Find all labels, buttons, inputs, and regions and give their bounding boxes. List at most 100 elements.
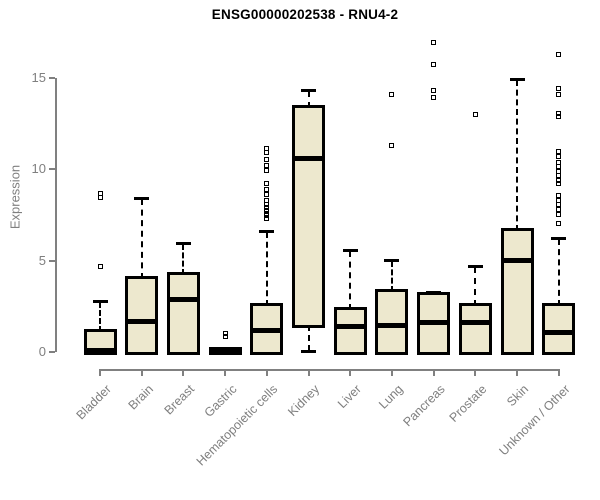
median-gastric xyxy=(211,348,239,354)
x-label-bladder: Bladder xyxy=(73,382,114,423)
outlier-unknown-other-16 xyxy=(556,91,562,97)
whisker-upper-liver xyxy=(349,250,352,310)
x-label-breast: Breast xyxy=(161,382,198,418)
outlier-gastric-1 xyxy=(222,331,228,337)
x-tick-breast xyxy=(182,369,185,376)
outlier-gastric-0 xyxy=(222,333,228,339)
whisker-upper-breast xyxy=(182,244,185,276)
x-label-liver: Liver xyxy=(335,382,365,412)
outlier-unknown-other-9 xyxy=(556,168,562,174)
outlier-lung-1 xyxy=(389,91,395,97)
outlier-hematopoietic-cells-11 xyxy=(264,163,270,169)
x-tick-liver xyxy=(349,369,352,376)
whisker-cap-upper-lung xyxy=(384,258,400,262)
x-axis-line xyxy=(99,369,560,371)
y-tick-label-15: 15 xyxy=(31,70,46,85)
outlier-bladder-0 xyxy=(97,263,103,269)
x-label-pancreas: Pancreas xyxy=(400,382,448,430)
whisker-cap-upper-unknown-other xyxy=(551,236,567,240)
whisker-upper-unknown-other xyxy=(557,238,560,307)
outlier-unknown-other-3 xyxy=(556,202,562,208)
outlier-unknown-other-0 xyxy=(556,220,562,226)
x-tick-unknown-other xyxy=(557,369,560,376)
y-tick-15 xyxy=(49,77,55,79)
outlier-unknown-other-11 xyxy=(556,159,562,165)
x-label-gastric: Gastric xyxy=(201,382,240,420)
x-label-skin: Skin xyxy=(503,382,531,410)
outlier-unknown-other-5 xyxy=(556,193,562,199)
y-tick-label-10: 10 xyxy=(31,161,46,177)
outlier-hematopoietic-cells-8 xyxy=(264,186,270,192)
outlier-hematopoietic-cells-0 xyxy=(264,216,270,222)
whisker-upper-bladder xyxy=(99,301,101,332)
outlier-unknown-other-10 xyxy=(556,164,562,170)
outlier-unknown-other-14 xyxy=(556,113,562,119)
x-label-brain: Brain xyxy=(125,382,156,413)
y-tick-label-5: 5 xyxy=(38,252,46,268)
box-unknown-other xyxy=(542,303,576,355)
outlier-hematopoietic-cells-13 xyxy=(264,150,270,156)
outlier-pancreas-1 xyxy=(431,88,437,94)
y-tick-0 xyxy=(49,351,55,353)
outlier-pancreas-2 xyxy=(431,61,437,67)
x-tick-gastric xyxy=(224,369,227,376)
median-breast xyxy=(169,296,197,302)
box-breast xyxy=(166,272,200,355)
median-lung xyxy=(378,323,406,328)
outlier-lung-0 xyxy=(389,143,395,149)
x-label-prostate: Prostate xyxy=(446,382,490,425)
outlier-unknown-other-7 xyxy=(556,177,562,183)
x-label-unknown-other: Unknown / Other xyxy=(496,382,573,459)
whisker-upper-kidney xyxy=(307,90,310,109)
whisker-lower-kidney xyxy=(307,324,310,352)
outlier-hematopoietic-cells-9 xyxy=(264,181,270,187)
x-label-hematopoietic-cells: Hematopoietic cells xyxy=(194,382,281,469)
box-prostate xyxy=(458,303,492,355)
whisker-cap-upper-brain xyxy=(134,196,150,200)
outlier-bladder-2 xyxy=(97,191,103,197)
median-hematopoietic-cells xyxy=(253,327,281,333)
whisker-upper-skin xyxy=(516,79,518,232)
x-tick-hematopoietic-cells xyxy=(265,369,268,376)
median-skin xyxy=(503,258,531,264)
x-tick-lung xyxy=(390,369,393,376)
outlier-unknown-other-4 xyxy=(556,197,562,203)
median-prostate xyxy=(461,320,489,326)
outlier-hematopoietic-cells-7 xyxy=(264,192,270,198)
whisker-cap-upper-prostate xyxy=(467,265,483,269)
x-tick-bladder xyxy=(99,369,101,376)
whisker-cap-upper-hematopoietic-cells xyxy=(259,230,275,234)
outlier-unknown-other-2 xyxy=(556,207,562,213)
box-brain xyxy=(125,275,159,355)
outlier-hematopoietic-cells-1 xyxy=(264,213,270,219)
median-liver xyxy=(336,323,364,329)
outlier-hematopoietic-cells-3 xyxy=(264,207,270,213)
outlier-prostate-0 xyxy=(472,112,478,118)
x-label-lung: Lung xyxy=(376,382,406,412)
outlier-unknown-other-8 xyxy=(556,173,562,179)
outlier-hematopoietic-cells-6 xyxy=(264,197,270,203)
median-brain xyxy=(128,319,156,325)
x-tick-kidney xyxy=(307,369,310,376)
outlier-hematopoietic-cells-10 xyxy=(264,167,270,173)
whisker-cap-upper-bladder xyxy=(92,299,108,303)
box-liver xyxy=(333,306,367,355)
outlier-unknown-other-1 xyxy=(556,211,562,217)
median-bladder xyxy=(86,347,114,353)
whisker-cap-upper-liver xyxy=(342,248,358,252)
box-lung xyxy=(375,288,409,355)
outlier-pancreas-0 xyxy=(431,94,437,100)
whisker-upper-lung xyxy=(390,260,393,292)
whisker-cap-upper-pancreas xyxy=(426,290,442,294)
outlier-unknown-other-17 xyxy=(556,86,562,92)
outlier-unknown-other-13 xyxy=(556,148,562,154)
outlier-unknown-other-18 xyxy=(556,51,562,57)
y-tick-5 xyxy=(49,259,55,262)
whisker-upper-hematopoietic-cells xyxy=(265,232,268,307)
y-tick-label-0: 0 xyxy=(38,344,46,359)
x-tick-skin xyxy=(516,369,518,376)
whisker-cap-upper-skin xyxy=(509,77,525,81)
whisker-cap-upper-breast xyxy=(175,242,191,246)
whisker-cap-upper-kidney xyxy=(301,88,316,92)
